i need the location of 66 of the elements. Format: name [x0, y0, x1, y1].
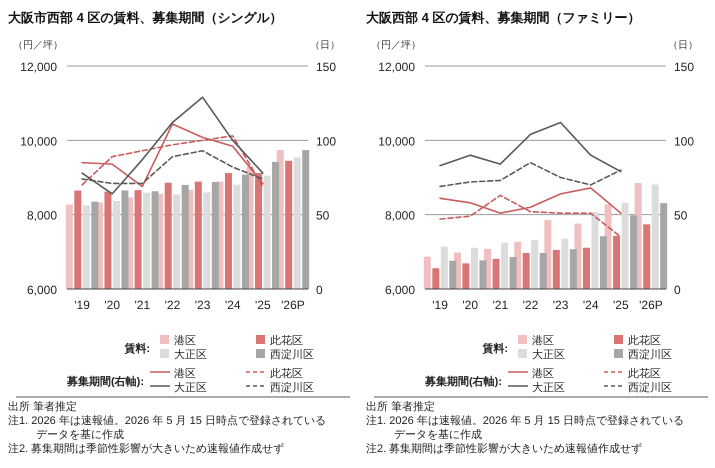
text: 注1. 2026 年は速報値。2026 年 5 月 15 日時点で登録されているデータを基に作成	[366, 414, 685, 442]
text: 注1. 2026 年は速報値。2026 年 5 月 15 日時点で登録されているデータを基に作成	[8, 414, 327, 442]
text: 募集期間(右軸):	[66, 375, 144, 388]
y2-tick-label: 150	[674, 60, 694, 74]
legend-label: 港区	[532, 367, 554, 380]
x-tick-label: '20	[462, 298, 478, 312]
line-series	[81, 96, 264, 195]
x-tick-label: '26P	[639, 298, 663, 312]
y2-tick-label: 100	[316, 134, 336, 148]
y-tick-label: 6,000	[26, 283, 58, 297]
legend-label: 西淀川区	[628, 381, 672, 394]
y2-tick-label: 50	[316, 208, 330, 223]
x-tick-label: '26P	[281, 298, 305, 312]
y-axis-title: （円／坪）	[13, 39, 63, 51]
x-tick-label: '22	[164, 298, 181, 312]
text: 賃料:	[481, 342, 508, 355]
x-tick-label: '25	[254, 298, 271, 312]
legend-label: 大正区	[532, 381, 565, 394]
legend-label: 此花区	[270, 367, 303, 380]
y-axis-title: （円／坪）	[371, 39, 421, 51]
x-tick-label: '23	[194, 298, 211, 312]
legend-label: 西淀川区	[628, 348, 672, 361]
chart-title: 大阪市西部 4 区の賃料、募集期間（シングル）	[8, 10, 282, 25]
y-tick-label: 10,000	[378, 134, 416, 148]
x-tick-label: '21	[134, 298, 150, 312]
x-tick-label: '23	[552, 298, 569, 312]
legend-label: 西淀川区	[270, 381, 314, 394]
legend-label: 此花区	[270, 334, 303, 347]
y2-tick-label: 0	[316, 283, 323, 297]
y2-axis-title: （日）	[668, 40, 698, 51]
x-tick-label: '19	[74, 298, 90, 312]
y2-tick-label: 100	[674, 134, 694, 148]
legend-label: 大正区	[532, 348, 565, 361]
legend-label: 港区	[174, 334, 196, 347]
chart-title: 大阪西部 4 区の賃料、募集期間（ファミリー）	[366, 10, 640, 25]
legend-label: 此花区	[628, 367, 661, 380]
line-series	[81, 123, 264, 188]
y-tick-label: 8,000	[384, 208, 416, 223]
legend-label: 港区	[174, 367, 196, 380]
legend-label: 大正区	[174, 348, 207, 361]
text: 募集期間(右軸):	[424, 375, 502, 388]
y-tick-label: 8,000	[26, 208, 58, 223]
x-tick-label: '19	[432, 298, 448, 312]
y-tick-label: 10,000	[20, 134, 58, 148]
legend-label: 港区	[532, 334, 554, 347]
text: 出所 筆者推定	[8, 400, 78, 414]
y2-tick-label: 0	[674, 283, 681, 297]
text: 賃料:	[123, 342, 150, 355]
y-tick-label: 6,000	[384, 283, 416, 297]
legend-label: 西淀川区	[270, 348, 314, 361]
x-tick-label: '22	[522, 298, 539, 312]
x-tick-label: '20	[104, 298, 120, 312]
y-tick-label: 12,000	[378, 60, 416, 74]
text: 注2. 募集期間は季節性影響が大きいため速報値作成せず	[366, 442, 644, 456]
legend-label: 大正区	[174, 381, 207, 394]
x-tick-label: '21	[492, 298, 508, 312]
y2-tick-label: 50	[674, 208, 688, 223]
legend-label: 此花区	[628, 334, 661, 347]
text: 注2. 募集期間は季節性影響が大きいため速報値作成せず	[8, 442, 286, 456]
y2-tick-label: 150	[316, 60, 336, 74]
x-tick-label: '25	[612, 298, 629, 312]
y-tick-label: 12,000	[20, 60, 58, 74]
text: 出所 筆者推定	[366, 400, 436, 414]
x-tick-label: '24	[582, 298, 599, 312]
x-tick-label: '24	[224, 298, 241, 312]
y2-axis-title: （日）	[310, 40, 340, 51]
